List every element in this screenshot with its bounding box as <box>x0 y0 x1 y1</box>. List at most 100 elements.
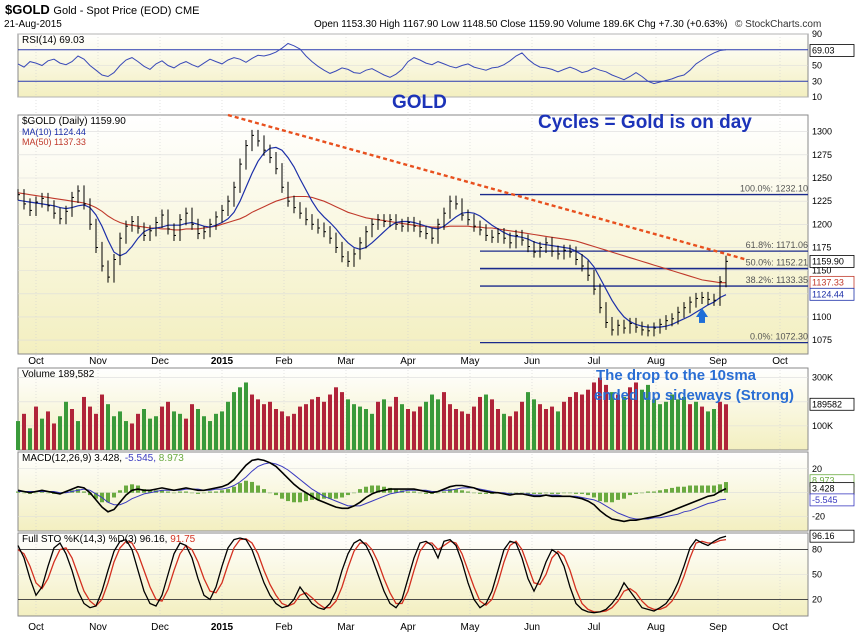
macd-histogram-bar <box>424 492 428 494</box>
price-tick: 1275 <box>812 150 832 160</box>
macd-histogram-bar <box>124 485 128 493</box>
macd-histogram-bar <box>364 486 368 493</box>
volume-bar <box>34 406 38 450</box>
month-label: 2015 <box>211 356 234 367</box>
volume-bar <box>502 413 506 450</box>
volume-bar <box>256 399 260 450</box>
macd-histogram-bar <box>16 491 20 493</box>
macd-histogram-bar <box>178 491 182 493</box>
macd-tick: 20 <box>812 464 822 474</box>
volume-bar <box>220 411 224 450</box>
macd-histogram-bar <box>514 492 518 494</box>
symbol-description: Gold - Spot Price (EOD) <box>53 5 172 17</box>
sto-tick: 20 <box>812 594 822 604</box>
price-tick: 1075 <box>812 335 832 345</box>
month-label: Mar <box>337 622 355 633</box>
macd-histogram-bar <box>652 491 656 493</box>
sto-k-line <box>17 535 727 614</box>
volume-bar <box>652 399 656 450</box>
macd-histogram-bar <box>214 491 218 493</box>
macd-histogram-bar <box>610 492 614 503</box>
price-tick: 1200 <box>812 219 832 229</box>
volume-bar <box>718 401 722 450</box>
volume-bar <box>430 394 434 450</box>
volume-bar <box>160 406 164 450</box>
volume-bar <box>214 413 218 450</box>
volume-bar <box>358 406 362 450</box>
volume-bar <box>646 384 650 450</box>
ma10-tag-box <box>809 287 855 301</box>
volume-bar <box>70 409 74 450</box>
macd-histogram-bar <box>442 491 446 493</box>
month-label: Sep <box>709 622 727 633</box>
rsi-tick: 30 <box>812 76 822 86</box>
rsi-tick: 10 <box>812 92 822 102</box>
volume-bar <box>550 406 554 450</box>
macd-histogram-bar <box>478 492 482 494</box>
macd-histogram-bar <box>208 491 212 493</box>
macd-histogram-bar <box>184 491 188 493</box>
cycles-annotation: Cycles = Gold is on day <box>538 112 752 133</box>
macd-histogram-bar <box>460 490 464 493</box>
macd-histogram-bar <box>562 492 566 494</box>
macd-histogram-bar <box>352 492 356 494</box>
macd-histogram-bar <box>526 492 530 494</box>
macd-label: MACD(12,26,9) 3.428, -5.545, 8.973 <box>22 453 184 464</box>
macd-histogram-bar <box>250 481 254 493</box>
panel-price <box>17 114 809 355</box>
volume-bar <box>124 421 128 450</box>
macd-histogram-bar <box>418 492 422 494</box>
volume-bar <box>514 411 518 450</box>
macd-histogram-bar <box>616 492 620 500</box>
volume-bar <box>394 396 398 450</box>
volume-bar <box>370 413 374 450</box>
volume-bar <box>118 411 122 450</box>
volume-bar <box>622 396 626 450</box>
macd-histogram-bar <box>130 484 134 493</box>
macd-tick: -20 <box>812 512 825 522</box>
macd-histogram-bar <box>388 487 392 493</box>
fib-label: 61.8%: 1171.06 <box>746 240 808 250</box>
rsi-tick: 90 <box>812 29 822 39</box>
macd-histogram-bar <box>202 492 206 494</box>
ma10-line <box>17 146 727 328</box>
volume-bar <box>616 394 620 450</box>
macd-histogram-bar <box>628 492 632 496</box>
rsi-last-tag-box <box>809 44 855 57</box>
sto-d-line <box>17 538 727 613</box>
macd-histogram-bar <box>22 492 26 494</box>
volume-bar <box>508 416 512 450</box>
macd-histogram-bar <box>682 486 686 493</box>
sto-d-value: 91.75 <box>170 534 195 545</box>
macd-histogram-bar <box>538 492 542 494</box>
volume-bar <box>700 406 704 450</box>
downtrend-line <box>227 113 747 261</box>
month-label: 2015 <box>211 622 234 633</box>
volume-bar <box>526 392 530 450</box>
macd-histogram-bar <box>256 485 260 493</box>
volume-bar <box>460 411 464 450</box>
symbol: $GOLD <box>5 2 50 17</box>
ma10-tag: 1124.44 <box>812 289 844 299</box>
volume-bar <box>178 413 182 450</box>
volume-bar <box>538 404 542 450</box>
volume-bar <box>292 413 296 450</box>
volume-bar <box>334 387 338 450</box>
volume-bar <box>364 409 368 450</box>
macd-histogram-bar <box>556 492 560 494</box>
month-label: Oct <box>772 356 788 367</box>
volume-bar <box>520 401 524 450</box>
volume-bar <box>412 411 416 450</box>
macd-histogram-bar <box>166 491 170 493</box>
volume-bar <box>112 416 116 450</box>
month-label: May <box>461 622 480 633</box>
volume-bar <box>688 404 692 450</box>
sto-label: Full STO %K(14,3) %D(3) 96.16, 91.75 <box>22 534 196 545</box>
volume-bar <box>22 413 26 450</box>
volume-bar <box>466 413 470 450</box>
macd-histogram-bar <box>574 492 578 494</box>
macd-histogram-bar <box>358 489 362 493</box>
macd-histogram-bar <box>76 489 80 493</box>
macd-histogram-bar <box>322 492 326 499</box>
